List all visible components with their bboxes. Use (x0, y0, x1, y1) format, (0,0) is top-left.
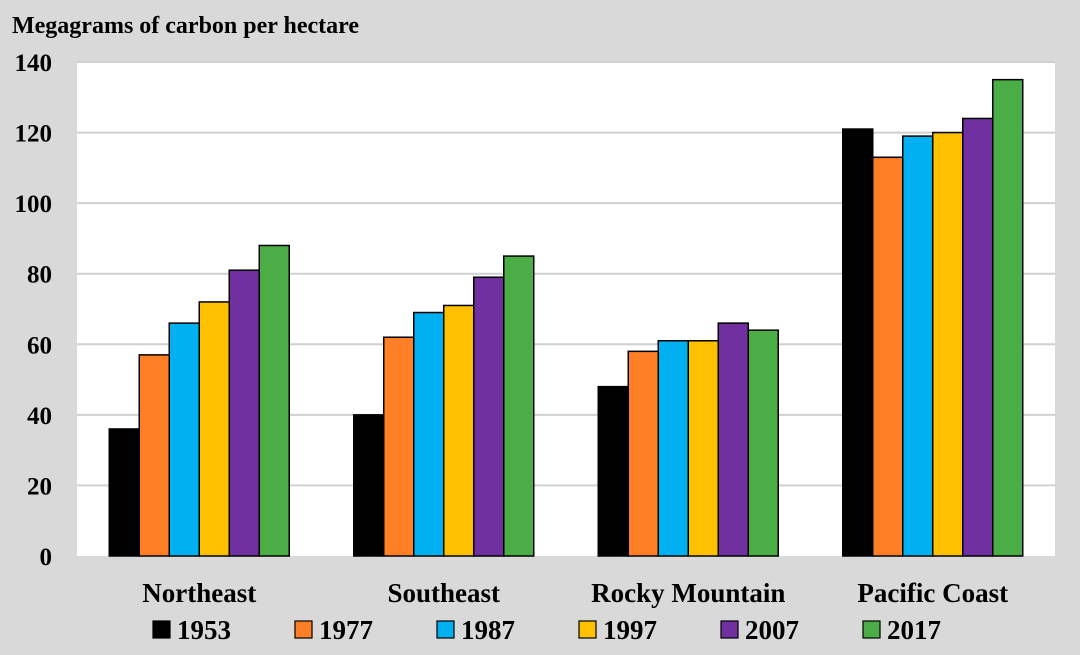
x-category-label: Pacific Coast (857, 578, 1008, 608)
bar-pacific-coast-1977 (872, 156, 904, 557)
bar-pacific-coast-2017 (992, 78, 1024, 557)
bar-northeast-2017 (258, 244, 290, 557)
x-category-label: Rocky Mountain (591, 578, 785, 608)
bar-northeast-1977 (138, 354, 170, 557)
x-category-label: Northeast (142, 578, 256, 608)
bar-southeast-1953 (353, 414, 385, 557)
legend-swatch-1977 (294, 620, 313, 639)
y-axis-title: Megagrams of carbon per hectare (12, 13, 359, 39)
bar-southeast-1977 (383, 336, 415, 557)
legend-label-2017: 2017 (887, 615, 941, 645)
y-tick-label: 140 (15, 50, 53, 77)
y-tick-label: 60 (27, 332, 52, 359)
bar-rocky-mountain-1987 (657, 340, 689, 557)
bar-northeast-1953 (108, 428, 140, 557)
legend-label-1997: 1997 (603, 615, 657, 645)
bar-pacific-coast-1997 (932, 131, 964, 557)
bar-rocky-mountain-2017 (747, 329, 779, 557)
bar-southeast-2007 (473, 276, 505, 557)
legend-label-2007: 2007 (745, 615, 799, 645)
legend-swatch-1953 (152, 620, 171, 639)
y-tick-label: 40 (27, 403, 52, 430)
y-tick-label: 20 (27, 473, 52, 500)
legend: 1953 1977 1987 1997 2007 2017 (152, 615, 941, 645)
bar-rocky-mountain-1953 (597, 385, 629, 557)
y-tick-label: 120 (15, 121, 53, 148)
bar-southeast-2017 (503, 255, 535, 557)
legend-swatch-1987 (436, 620, 455, 639)
bar-rocky-mountain-2007 (717, 322, 749, 557)
bar-pacific-coast-2007 (962, 117, 994, 557)
x-axis-labels: Northeast Southeast Rocky Mountain Pacific … (142, 578, 1008, 608)
legend-swatch-2007 (720, 620, 739, 639)
bar-pacific-coast-1953 (842, 128, 874, 557)
bar-northeast-1997 (198, 301, 230, 557)
bar-pacific-coast-1987 (902, 135, 934, 557)
y-tick-label: 100 (15, 191, 53, 218)
bar-northeast-1987 (168, 322, 200, 557)
legend-swatch-2017 (862, 620, 881, 639)
bar-rocky-mountain-1977 (627, 350, 659, 557)
bar-northeast-2007 (228, 269, 260, 557)
legend-swatch-1997 (578, 620, 597, 639)
bar-southeast-1987 (413, 311, 445, 557)
y-tick-label: 0 (40, 544, 53, 571)
bar-rocky-mountain-1997 (687, 340, 719, 557)
legend-label-1987: 1987 (461, 615, 515, 645)
y-tick-label: 80 (27, 262, 52, 289)
bars (108, 78, 1024, 557)
legend-label-1953: 1953 (177, 615, 231, 645)
legend-label-1977: 1977 (319, 615, 373, 645)
x-category-label: Southeast (387, 578, 500, 608)
y-axis-ticks: 0 20 40 60 80 100 120 140 (15, 50, 53, 571)
bar-southeast-1997 (443, 304, 475, 557)
